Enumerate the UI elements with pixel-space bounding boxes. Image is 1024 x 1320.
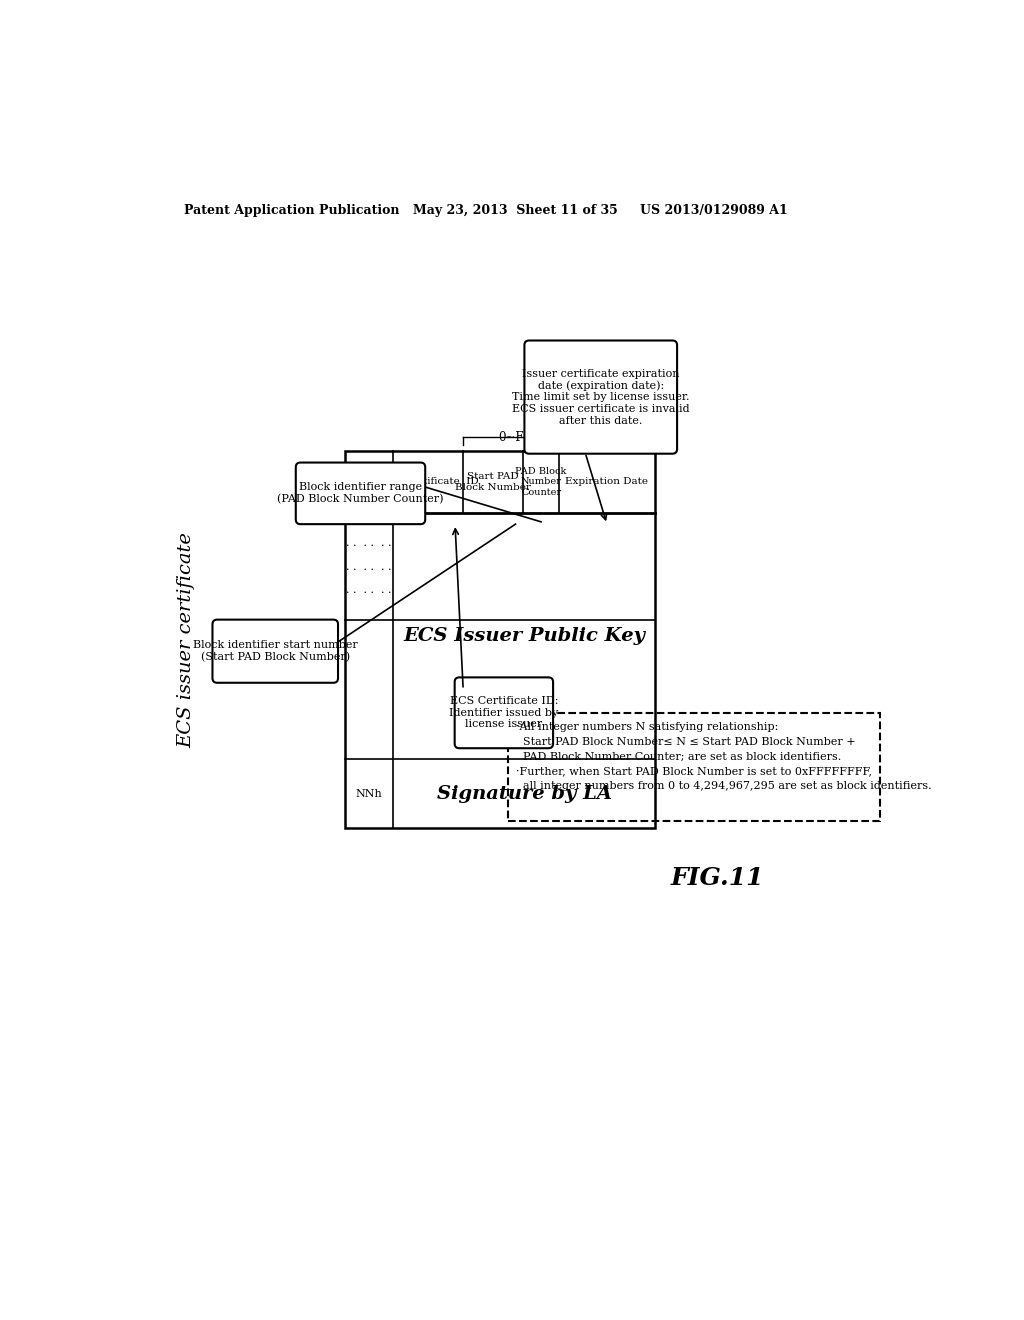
Text: Expiration Date: Expiration Date <box>565 478 648 486</box>
Text: US 2013/0129089 A1: US 2013/0129089 A1 <box>640 205 787 218</box>
Text: 0~F: 0~F <box>498 430 523 444</box>
FancyBboxPatch shape <box>212 619 338 682</box>
Text: Start PAD
Block Number: Start PAD Block Number <box>455 473 531 491</box>
FancyBboxPatch shape <box>296 462 425 524</box>
FancyBboxPatch shape <box>524 341 677 454</box>
Text: ECS Certificate ID:
Identifier issued by
license issuer: ECS Certificate ID: Identifier issued by… <box>450 696 558 730</box>
Text: May 23, 2013  Sheet 11 of 35: May 23, 2013 Sheet 11 of 35 <box>414 205 617 218</box>
Text: . .  . .  . .: . . . . . . <box>346 585 392 594</box>
Text: Patent Application Publication: Patent Application Publication <box>183 205 399 218</box>
Text: ECS Certificate  ID: ECS Certificate ID <box>378 478 478 486</box>
Text: FIG.11: FIG.11 <box>671 866 764 891</box>
Text: PAD Block
Number
Counter: PAD Block Number Counter <box>515 467 566 496</box>
Text: . .  . .  . .: . . . . . . <box>346 539 392 548</box>
Text: NNh: NNh <box>355 788 382 799</box>
FancyBboxPatch shape <box>455 677 553 748</box>
Text: ECS Issuer Public Key: ECS Issuer Public Key <box>403 627 645 644</box>
Text: Block identifier range
(PAD Block Number Counter): Block identifier range (PAD Block Number… <box>278 482 443 504</box>
Text: Block identifier start number
(Start PAD Block Number): Block identifier start number (Start PAD… <box>193 640 357 663</box>
Text: Issuer certificate expiration
date (expiration date):
Time limit set by license : Issuer certificate expiration date (expi… <box>512 368 689 425</box>
Text: Signature by LA: Signature by LA <box>436 784 611 803</box>
Bar <box>508 713 880 821</box>
Text: 00h: 00h <box>358 477 380 487</box>
Text: ·All integer numbers N satisfying relationship:
  Start PAD Block Number≤ N ≤ St: ·All integer numbers N satisfying relati… <box>515 722 931 791</box>
Text: ECS issuer certificate: ECS issuer certificate <box>177 532 196 747</box>
Text: . .  . .  . .: . . . . . . <box>346 561 392 572</box>
Bar <box>345 451 655 829</box>
